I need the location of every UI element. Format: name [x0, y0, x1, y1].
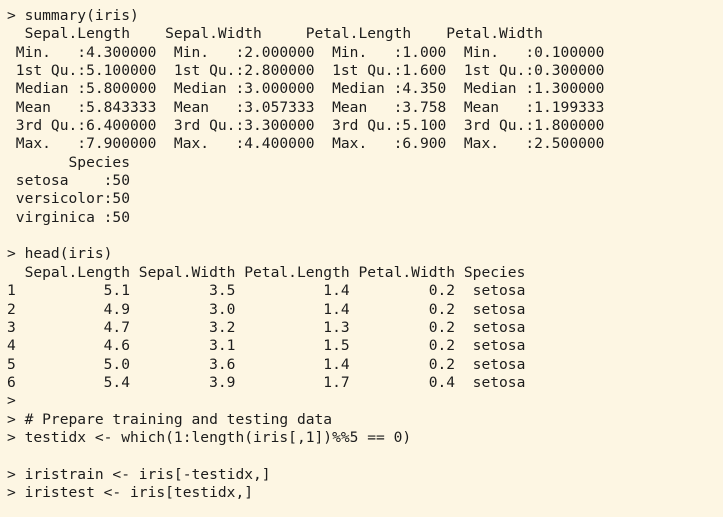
empty-prompt-line: >: [7, 392, 16, 410]
command-line: > iristest <- iris[testidx,]: [7, 483, 254, 501]
blank-line: [7, 447, 723, 465]
blank-line: [7, 227, 723, 245]
command-line: > testidx <- which(1:length(iris[,1])%%5…: [7, 428, 412, 446]
head-data-row: 2 4.9 3.0 1.4 0.2 setosa: [7, 300, 526, 318]
summary-species-setosa: setosa :50: [7, 172, 131, 190]
head-data-row: 1 5.1 3.5 1.4 0.2 setosa: [7, 282, 526, 300]
summary-row-min: Min. :4.300000 Min. :2.000000 Min. :1.00…: [7, 43, 605, 61]
summary-header-row: Sepal.Length Sepal.Width Petal.Length Pe…: [7, 25, 543, 43]
head-header-row: Sepal.Length Sepal.Width Petal.Length Pe…: [7, 263, 526, 281]
head-data-row: 6 5.4 3.9 1.7 0.4 setosa: [7, 373, 526, 391]
summary-row-1st-qu: 1st Qu.:5.100000 1st Qu.:2.800000 1st Qu…: [7, 62, 605, 80]
summary-row-median: Median :5.800000 Median :3.000000 Median…: [7, 80, 605, 98]
head-data-row: 5 5.0 3.6 1.4 0.2 setosa: [7, 355, 526, 373]
comment-line: > # Prepare training and testing data: [7, 410, 333, 428]
command-line: > head(iris): [7, 245, 113, 263]
summary-row-mean: Mean :5.843333 Mean :3.057333 Mean :3.75…: [7, 98, 605, 116]
head-data-row: 4 4.6 3.1 1.5 0.2 setosa: [7, 337, 526, 355]
command-line: > iristrain <- iris[-testidx,]: [7, 465, 271, 483]
summary-row-max: Max. :7.900000 Max. :4.400000 Max. :6.90…: [7, 135, 605, 153]
summary-species-virginica: virginica :50: [7, 208, 131, 226]
command-line: > summary(iris): [7, 7, 139, 24]
head-data-row: 3 4.7 3.2 1.3 0.2 setosa: [7, 318, 526, 336]
summary-species-header: Species: [7, 153, 131, 171]
summary-row-3rd-qu: 3rd Qu.:6.400000 3rd Qu.:3.300000 3rd Qu…: [7, 117, 605, 135]
summary-species-versicolor: versicolor:50: [7, 190, 131, 208]
